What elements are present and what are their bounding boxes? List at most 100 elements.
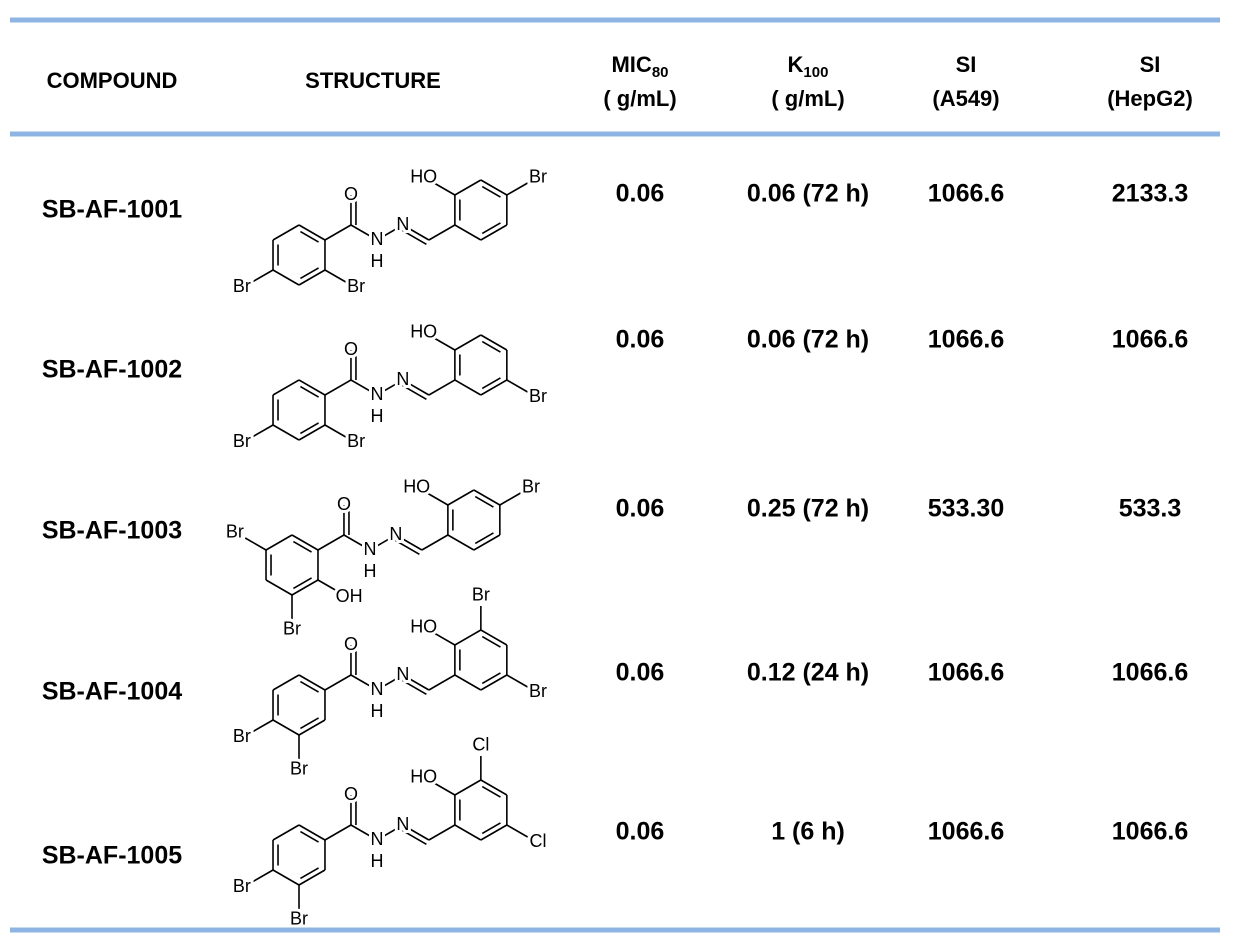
bond xyxy=(272,269,300,286)
atom-label: H xyxy=(370,251,383,271)
bond xyxy=(433,337,456,351)
bond xyxy=(474,495,494,508)
atom-label: O xyxy=(344,184,358,204)
bond xyxy=(428,224,456,241)
bond xyxy=(376,379,404,396)
cell-value: 533.3 xyxy=(1119,495,1182,523)
atom-label: N xyxy=(396,369,409,389)
bond xyxy=(400,228,427,246)
bond xyxy=(433,182,456,196)
cell-value: 1066.6 xyxy=(928,326,1004,354)
bond xyxy=(480,824,508,841)
bond xyxy=(272,824,300,841)
cell-value: 1066.6 xyxy=(928,180,1004,208)
bond xyxy=(291,534,319,551)
bond xyxy=(393,538,420,556)
atom-label: N xyxy=(370,229,383,249)
header-unit: ( g/mL) xyxy=(771,86,844,111)
cell-value: 1066.6 xyxy=(1112,659,1188,687)
atom-label: OH xyxy=(336,586,363,606)
bond xyxy=(454,674,482,691)
cell-value: 0.25 (72 h) xyxy=(747,495,869,523)
atom-label: N xyxy=(370,384,383,404)
compound-name: SB-AF-1001 xyxy=(42,196,182,224)
bond xyxy=(480,224,508,241)
header-label: COMPOUND xyxy=(47,68,178,93)
cell-value: 0.06 (72 h) xyxy=(747,326,869,354)
atom-label: HO xyxy=(410,767,437,787)
bond xyxy=(481,635,501,648)
bond xyxy=(251,424,274,438)
bond xyxy=(324,824,352,841)
atom-label: N xyxy=(389,524,402,544)
compound-name: SB-AF-1004 xyxy=(42,678,182,706)
bond xyxy=(433,782,456,796)
bond xyxy=(473,489,501,506)
atom-label: N xyxy=(370,679,383,699)
atom-label: Br xyxy=(522,477,540,497)
bond xyxy=(324,224,352,241)
atom-label: N xyxy=(363,539,376,559)
bond xyxy=(350,824,378,841)
bond xyxy=(481,785,501,798)
atom-label: O xyxy=(344,634,358,654)
bond xyxy=(454,824,482,841)
bond xyxy=(506,824,529,838)
header-main: SI xyxy=(956,52,977,77)
bond xyxy=(506,182,529,196)
bond xyxy=(481,185,501,198)
bond xyxy=(265,579,293,596)
header-label: MIC80 xyxy=(611,52,668,81)
atom-label: Br xyxy=(472,584,490,604)
atom-label: Br xyxy=(233,726,251,746)
atom-label: HO xyxy=(410,322,437,342)
cell-value: 1 (6 h) xyxy=(771,818,845,846)
atom-label: Br xyxy=(233,276,251,296)
bond xyxy=(426,492,449,506)
cell-value: 0.06 (72 h) xyxy=(747,180,869,208)
cell-value: 0.06 xyxy=(616,495,665,523)
bond xyxy=(480,379,508,396)
bond xyxy=(376,224,404,241)
atom-label: Cl xyxy=(530,831,547,851)
atom-label: Br xyxy=(529,386,547,406)
atom-label: Br xyxy=(347,276,365,296)
atom-label: N xyxy=(396,814,409,834)
atom-label: N xyxy=(396,214,409,234)
bond xyxy=(272,424,300,441)
header-main: MIC xyxy=(611,52,651,77)
bond xyxy=(433,632,456,646)
bond xyxy=(428,824,456,841)
header-main: K xyxy=(788,52,804,77)
bond xyxy=(481,822,501,835)
compound-name: SB-AF-1002 xyxy=(42,356,182,384)
atom-label: O xyxy=(344,784,358,804)
header-unit: (HepG2) xyxy=(1107,86,1193,111)
bond xyxy=(499,492,522,506)
bond xyxy=(299,680,319,693)
bond xyxy=(317,579,340,593)
atom-label: HO xyxy=(403,477,430,497)
atom-label: H xyxy=(363,561,376,581)
header-unit: ( g/mL) xyxy=(603,86,676,111)
bond xyxy=(402,674,430,691)
bond xyxy=(421,534,449,551)
bond xyxy=(428,674,456,691)
cell-value: 1066.6 xyxy=(928,818,1004,846)
bond xyxy=(400,828,427,846)
atom-label: H xyxy=(370,851,383,871)
bond xyxy=(251,269,274,283)
cell-value: 533.30 xyxy=(928,495,1004,523)
bond xyxy=(292,540,312,553)
atom-label: Br xyxy=(283,618,301,638)
atom-label: Br xyxy=(233,876,251,896)
bond xyxy=(299,717,319,730)
bond xyxy=(298,824,326,841)
cell-value: 1066.6 xyxy=(1112,818,1188,846)
bond xyxy=(299,867,319,880)
bond xyxy=(402,224,430,241)
bond xyxy=(298,224,326,241)
bond xyxy=(298,269,326,286)
header-label: SI xyxy=(956,52,977,77)
